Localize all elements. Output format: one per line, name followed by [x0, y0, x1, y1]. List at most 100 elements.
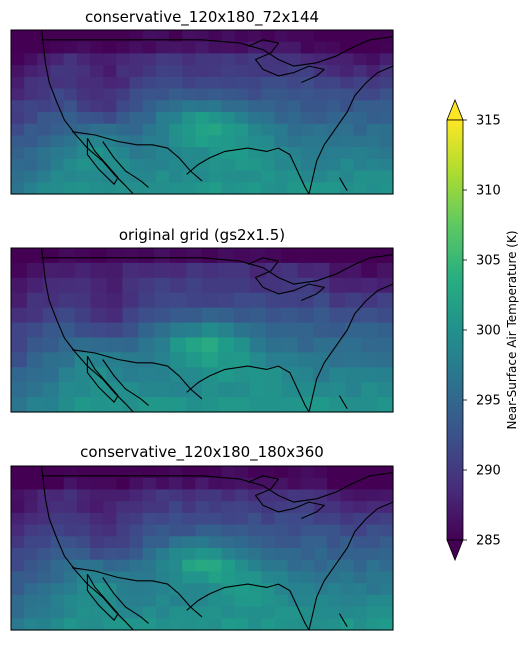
heatmap-cell — [221, 30, 236, 43]
heatmap-cell — [103, 594, 117, 608]
heatmap-cell — [221, 88, 236, 101]
heatmap-cell — [24, 100, 38, 113]
heatmap-cell — [379, 123, 394, 137]
heatmap-cell — [327, 41, 341, 55]
heatmap-cell — [26, 292, 44, 309]
heatmap-cell — [234, 594, 249, 608]
heatmap-cell — [313, 100, 328, 113]
heatmap-cell — [155, 548, 170, 561]
heatmap-cell — [155, 147, 170, 160]
heatmap-cell — [169, 65, 183, 78]
heatmap-cell — [50, 548, 65, 561]
heatmap-cell — [248, 100, 262, 113]
heatmap-cell — [340, 583, 355, 596]
heatmap-cell — [103, 477, 117, 491]
heatmap-cell — [366, 559, 381, 573]
heatmap-cell — [366, 41, 381, 55]
heatmap-cell — [103, 88, 117, 101]
heatmap-cell — [353, 170, 368, 183]
heatmap-cell — [287, 65, 302, 78]
heatmap-cell — [90, 292, 108, 309]
heatmap-cell — [63, 158, 78, 172]
coastline-segment — [339, 177, 348, 191]
heatmap-cell — [379, 466, 394, 479]
heatmap-cell — [313, 41, 328, 55]
heatmap-cell — [129, 618, 144, 631]
heatmap-cell — [90, 53, 104, 66]
heatmap-cell — [37, 41, 52, 55]
heatmap-cell — [345, 367, 362, 383]
heatmap-cell — [58, 248, 76, 264]
heatmap-cell — [361, 277, 378, 294]
heatmap-cell — [90, 337, 108, 353]
heatmap-cell — [63, 41, 78, 55]
heatmap-cell — [103, 65, 117, 78]
heatmap-cell — [169, 158, 183, 172]
heatmap-cell — [90, 182, 104, 195]
heatmap-cell — [297, 352, 315, 368]
heatmap-cell — [221, 571, 236, 584]
heatmap-cell — [90, 606, 104, 619]
heatmap-cell — [217, 352, 235, 368]
heatmap-cell — [300, 41, 315, 55]
heatmap-cell — [274, 123, 289, 137]
heatmap-cell — [265, 352, 283, 368]
heatmap-cell — [221, 548, 236, 561]
heatmap-cell — [248, 88, 262, 101]
heatmap-cell — [142, 170, 157, 183]
heatmap-cell — [297, 367, 315, 383]
heatmap-cell — [50, 182, 65, 195]
heatmap-cells-2 — [11, 248, 394, 413]
heatmap-cell — [353, 135, 368, 148]
heatmap-cell — [169, 123, 183, 137]
heatmap-cell — [155, 182, 170, 195]
heatmap-cell — [90, 512, 104, 526]
heatmap-cell — [353, 594, 368, 608]
heatmap-cell — [37, 618, 52, 631]
heatmap-cell — [138, 262, 155, 279]
heatmap-cell — [129, 583, 144, 596]
coastline-segment — [247, 475, 325, 520]
heatmap-cell — [11, 135, 25, 148]
heatmap-cell — [11, 76, 25, 90]
coastline-segment — [72, 131, 203, 182]
heatmap-cell — [361, 337, 378, 353]
heatmap-cell — [58, 292, 76, 309]
heatmap-cell — [129, 571, 144, 584]
heatmap-cell — [327, 76, 341, 90]
heatmap-cell — [169, 182, 183, 195]
heatmap-cell — [234, 112, 249, 125]
colorbar-tick-label: 310 — [476, 184, 501, 199]
heatmap-cell — [345, 397, 362, 413]
heatmap-cell — [24, 524, 38, 537]
heatmap-cell — [233, 352, 251, 368]
heatmap-cell — [345, 337, 362, 353]
heatmap-cell — [122, 397, 139, 413]
heatmap-cell — [287, 559, 302, 573]
heatmap-cell — [379, 41, 394, 55]
coastline-segment — [339, 613, 348, 627]
heatmap-cell — [129, 76, 144, 90]
heatmap-cell — [129, 477, 144, 491]
heatmap-cell — [208, 466, 223, 479]
heatmap-cell — [313, 477, 328, 491]
heatmap-cell — [377, 367, 394, 383]
heatmap-cell — [353, 88, 368, 101]
heatmap-cell — [169, 594, 183, 608]
heatmap-cell — [379, 606, 394, 619]
heatmap-cell — [169, 147, 183, 160]
heatmap-cell — [63, 583, 78, 596]
heatmap-cell — [313, 30, 328, 43]
heatmap-cell — [195, 123, 210, 137]
heatmap-cell — [221, 524, 236, 537]
coastline-segment — [308, 501, 394, 631]
heatmap-cell — [327, 512, 341, 526]
heatmap-cell — [90, 135, 104, 148]
heatmap-cell — [76, 536, 91, 549]
heatmap-cell — [265, 262, 283, 279]
heatmap-cell — [313, 292, 330, 309]
heatmap-cell — [90, 524, 104, 537]
heatmap-cell — [50, 53, 65, 66]
heatmap-cell — [76, 100, 91, 113]
